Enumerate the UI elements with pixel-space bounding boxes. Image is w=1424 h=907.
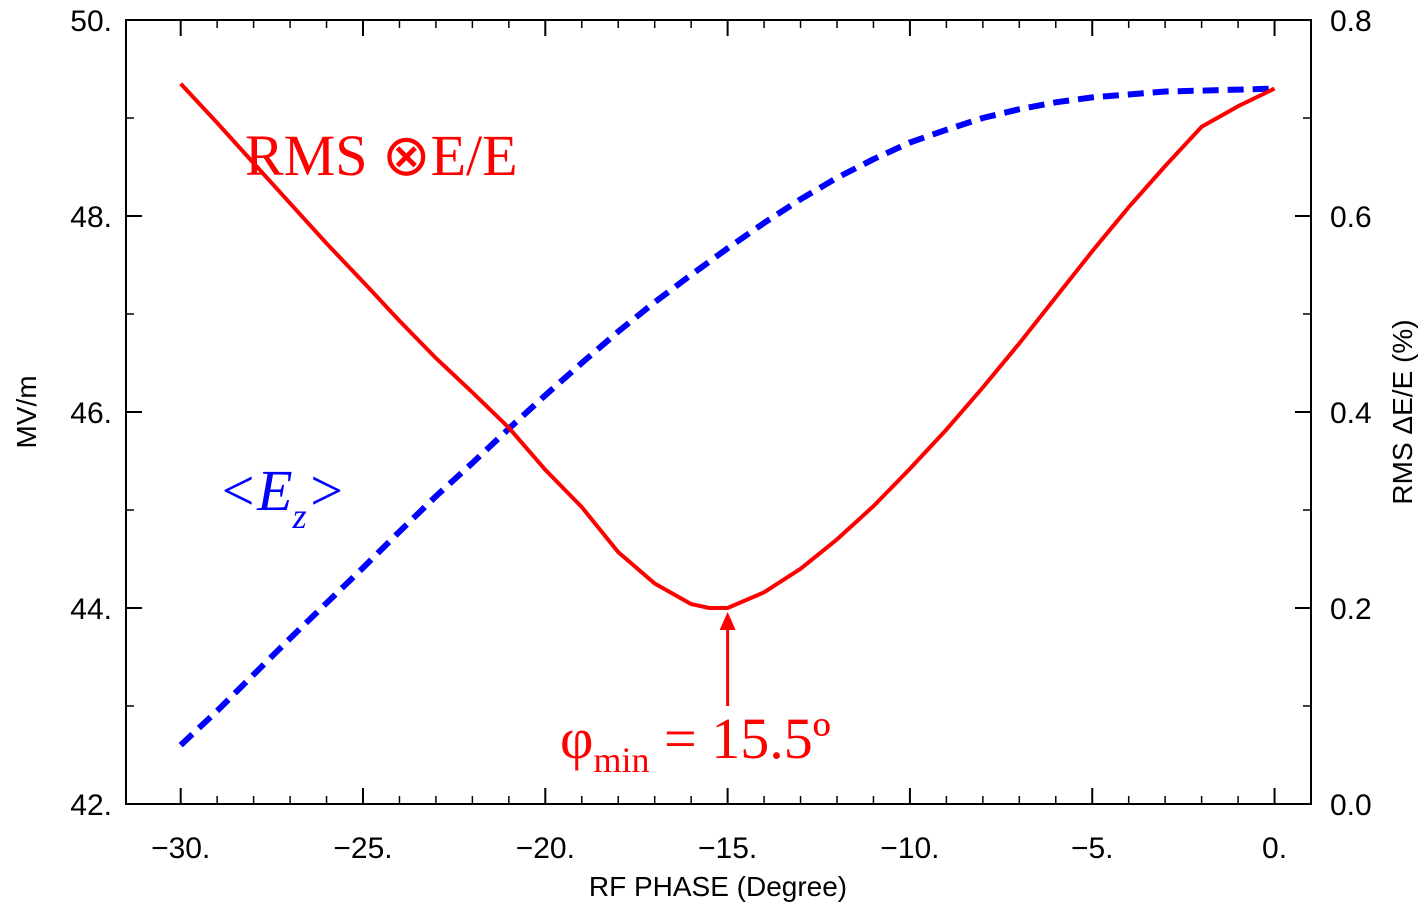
y-tick-label: 44.	[70, 593, 112, 626]
x-tick-label: 0.	[1262, 832, 1287, 865]
phi-min-arrow-head	[719, 612, 736, 630]
phi-min-label: φmin = 15.5º	[560, 706, 831, 780]
x-tick-label: −15.	[698, 832, 757, 865]
y-tick-label: 42.	[70, 789, 112, 822]
ez-field-line	[178, 85, 1275, 748]
x-tick-label: −30.	[151, 832, 210, 865]
ez-series-label: <Ez>	[218, 458, 346, 536]
y-tick-label: 46.	[70, 397, 112, 430]
x-tick-label: −20.	[516, 832, 575, 865]
x-tick-label: −5.	[1071, 832, 1114, 865]
axis-ticks: −30. −25. −20. −15. −10. −5. 0. 42. 44. 46. 48. 50.…	[70, 5, 1371, 865]
y2-tick-label: 0.4	[1330, 397, 1372, 430]
x-axis-title: RF PHASE (Degree)	[589, 871, 847, 902]
x-tick-label: −25.	[333, 832, 392, 865]
y2-tick-label: 0.6	[1330, 201, 1372, 234]
ez-label-close: >	[307, 458, 346, 523]
phi-symbol: φ	[560, 706, 593, 771]
rms-series-label: RMS ⊗E/E	[245, 123, 518, 188]
phi-value: = 15.5º	[650, 706, 831, 771]
series-layer	[178, 82, 1276, 748]
y2-tick-label: 0.2	[1330, 593, 1372, 626]
ez-label-open: <E	[218, 458, 293, 523]
x-tick-label: −10.	[880, 832, 939, 865]
y2-tick-label: 0.0	[1330, 789, 1372, 822]
y-tick-label: 48.	[70, 201, 112, 234]
y2-tick-label: 0.8	[1330, 5, 1372, 38]
phi-subscript: min	[593, 740, 649, 780]
rms-spread-line	[179, 82, 1276, 610]
y-axis-title: MV/m	[11, 375, 42, 448]
ez-label-subscript: z	[292, 496, 307, 536]
y-tick-label: 50.	[70, 5, 112, 38]
y2-axis-title: RMS ΔE/E (%)	[1387, 319, 1418, 504]
